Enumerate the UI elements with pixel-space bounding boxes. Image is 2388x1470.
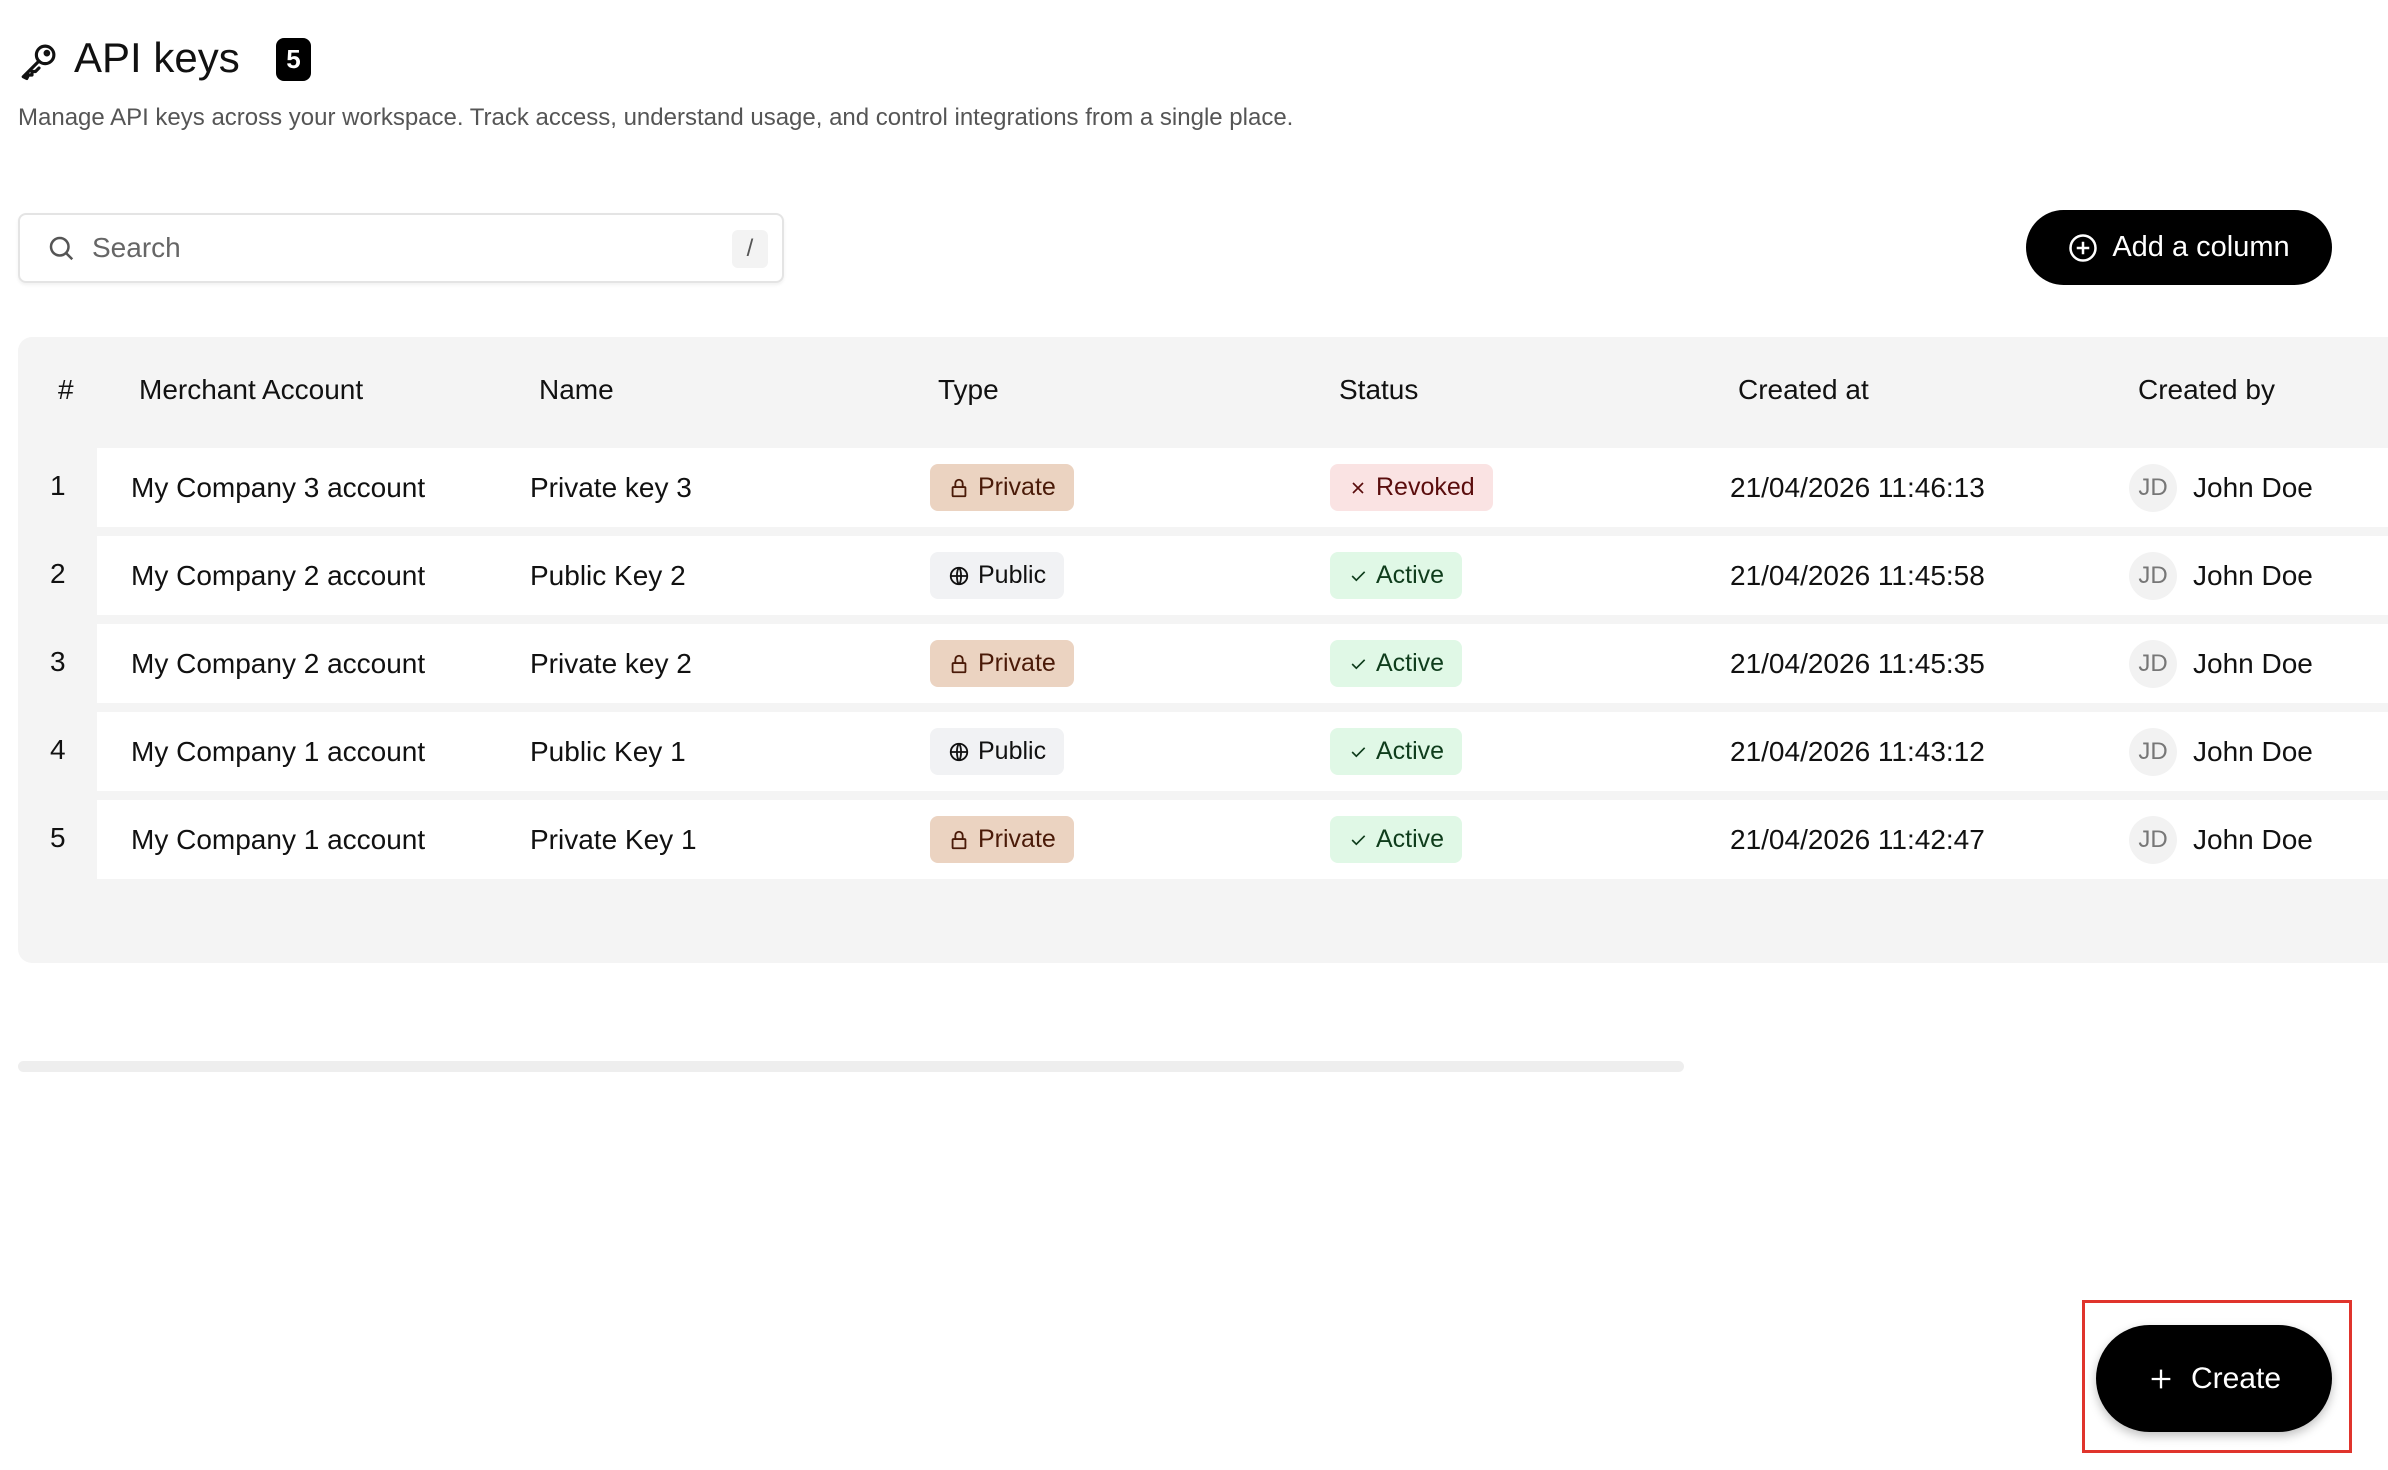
search-input[interactable] bbox=[92, 232, 692, 264]
status-badge: Active bbox=[1330, 640, 1463, 687]
create-label: Create bbox=[2190, 1361, 2282, 1395]
key-name-cell: Private key 2 bbox=[530, 648, 692, 679]
globe-icon bbox=[949, 742, 969, 761]
row-index: 4 bbox=[50, 734, 66, 765]
table-row[interactable]: My Company 3 account Private key 3 Priva… bbox=[97, 448, 2388, 527]
status-label: Active bbox=[1376, 825, 1445, 853]
add-column-button[interactable]: Add a column bbox=[2026, 210, 2332, 285]
table-row[interactable]: My Company 2 account Public Key 2 Public… bbox=[97, 536, 2388, 615]
avatar: JD bbox=[2129, 728, 2177, 776]
key-name-cell: Private Key 1 bbox=[530, 824, 697, 855]
key-icon bbox=[21, 44, 56, 81]
merchant-account-cell: My Company 2 account bbox=[131, 648, 426, 679]
created-at-cell: 21/04/2026 11:46:13 bbox=[1730, 472, 1985, 503]
status-badge: Active bbox=[1330, 728, 1463, 775]
check-icon bbox=[1351, 658, 1366, 669]
count-badge: 5 bbox=[276, 38, 311, 81]
search-box[interactable]: / bbox=[18, 213, 784, 283]
column-header-index[interactable]: # bbox=[58, 374, 74, 405]
avatar: JD bbox=[2129, 552, 2177, 600]
created-at-cell: 21/04/2026 11:45:58 bbox=[1730, 560, 1985, 591]
type-badge: Private bbox=[930, 640, 1074, 687]
create-button[interactable]: Create bbox=[2096, 1325, 2332, 1432]
row-index: 5 bbox=[50, 822, 66, 853]
column-header-name[interactable]: Name bbox=[539, 374, 614, 405]
key-name-cell: Public Key 2 bbox=[530, 560, 686, 591]
page-subtitle: Manage API keys across your workspace. T… bbox=[18, 104, 1294, 131]
lock-icon bbox=[951, 654, 967, 673]
lock-icon bbox=[951, 830, 967, 849]
table-row[interactable]: My Company 1 account Public Key 1 Public… bbox=[97, 712, 2388, 791]
status-badge: Active bbox=[1330, 552, 1463, 599]
type-label: Private bbox=[978, 473, 1056, 501]
plus-icon bbox=[2151, 1369, 2171, 1388]
globe-icon bbox=[949, 566, 969, 585]
row-index: 1 bbox=[50, 470, 66, 501]
status-label: Active bbox=[1376, 737, 1445, 765]
column-header-created-by[interactable]: Created by bbox=[2138, 374, 2275, 405]
type-badge: Private bbox=[930, 464, 1074, 511]
x-icon bbox=[1352, 481, 1364, 494]
table-row[interactable]: My Company 1 account Private Key 1 Priva… bbox=[97, 800, 2388, 879]
table-row[interactable]: My Company 2 account Private key 2 Priva… bbox=[97, 624, 2388, 703]
type-label: Private bbox=[978, 825, 1056, 853]
check-icon bbox=[1351, 834, 1366, 845]
created-by-cell: John Doe bbox=[2193, 560, 2313, 591]
column-header-status[interactable]: Status bbox=[1339, 374, 1419, 405]
merchant-account-cell: My Company 2 account bbox=[131, 560, 426, 591]
highlight-box bbox=[2082, 1300, 2352, 1453]
created-at-cell: 21/04/2026 11:43:12 bbox=[1730, 736, 1985, 767]
horizontal-scrollbar[interactable] bbox=[18, 1061, 1684, 1072]
check-icon bbox=[1351, 746, 1366, 757]
check-icon bbox=[1351, 570, 1366, 581]
plus-circle-icon bbox=[2069, 233, 2098, 262]
merchant-account-cell: My Company 1 account bbox=[131, 736, 426, 767]
status-badge: Active bbox=[1330, 816, 1463, 863]
type-label: Public bbox=[978, 561, 1047, 589]
created-at-cell: 21/04/2026 11:42:47 bbox=[1730, 824, 1985, 855]
merchant-account-cell: My Company 3 account bbox=[131, 472, 426, 503]
created-at-cell: 21/04/2026 11:45:35 bbox=[1730, 648, 1985, 679]
column-header-created-at[interactable]: Created at bbox=[1738, 374, 1869, 405]
type-badge: Public bbox=[930, 728, 1065, 775]
row-index: 2 bbox=[50, 558, 66, 589]
type-label: Private bbox=[978, 649, 1056, 677]
add-column-label: Add a column bbox=[2112, 231, 2290, 263]
created-by-cell: John Doe bbox=[2193, 648, 2313, 679]
search-icon bbox=[49, 236, 74, 261]
column-header-type[interactable]: Type bbox=[938, 374, 999, 405]
merchant-account-cell: My Company 1 account bbox=[131, 824, 426, 855]
lock-icon bbox=[951, 478, 967, 497]
key-name-cell: Public Key 1 bbox=[530, 736, 686, 767]
shortcut-hint: / bbox=[732, 230, 768, 268]
status-label: Active bbox=[1376, 561, 1445, 589]
created-by-cell: John Doe bbox=[2193, 736, 2313, 767]
avatar: JD bbox=[2129, 816, 2177, 864]
status-label: Active bbox=[1376, 649, 1445, 677]
type-badge: Public bbox=[930, 552, 1065, 599]
status-label: Revoked bbox=[1376, 473, 1475, 501]
column-header-merchant-account[interactable]: Merchant Account bbox=[139, 374, 364, 405]
avatar: JD bbox=[2129, 640, 2177, 688]
key-name-cell: Private key 3 bbox=[530, 472, 692, 503]
row-index: 3 bbox=[50, 646, 66, 677]
type-label: Public bbox=[978, 737, 1047, 765]
avatar: JD bbox=[2129, 464, 2177, 512]
page-title: API keys bbox=[74, 34, 240, 81]
created-by-cell: John Doe bbox=[2193, 472, 2313, 503]
status-badge: Revoked bbox=[1330, 464, 1493, 511]
type-badge: Private bbox=[930, 816, 1074, 863]
created-by-cell: John Doe bbox=[2193, 824, 2313, 855]
